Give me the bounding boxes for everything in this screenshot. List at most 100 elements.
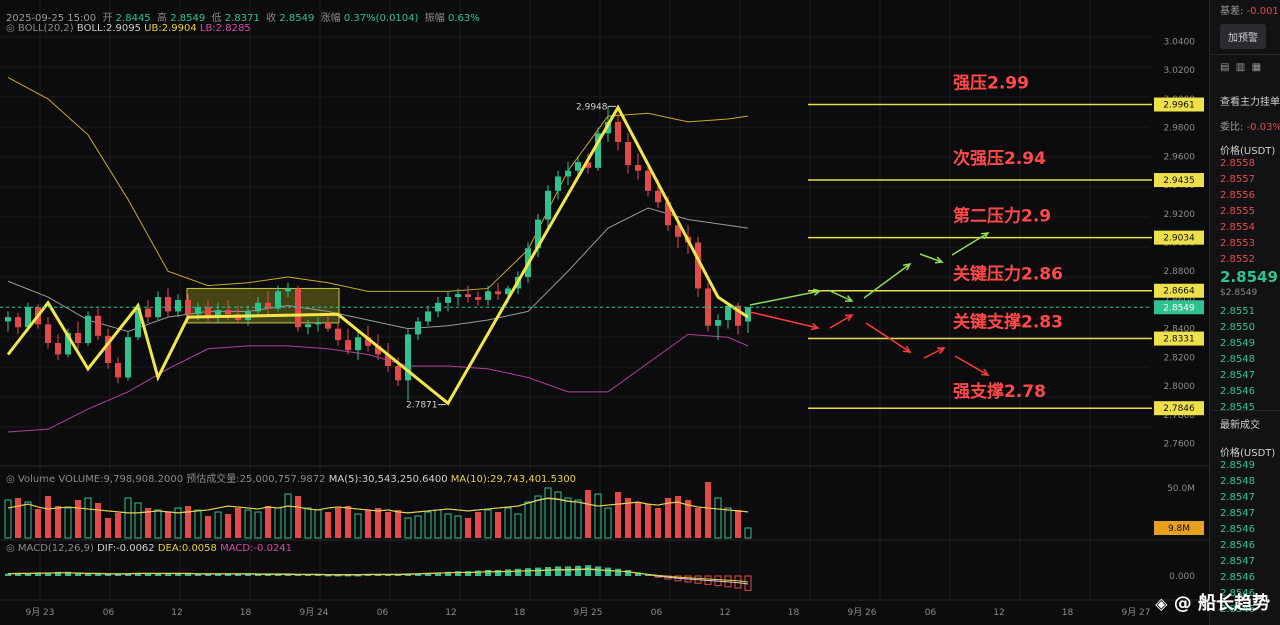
volume-bar [325,512,331,538]
macd-histogram-bar [155,573,161,576]
volume-bar [685,500,691,538]
macd-histogram-bar [255,574,261,576]
level-price-tag-text: 2.7846 [1163,404,1195,414]
macd-histogram-bar [435,572,441,576]
volume-bar [295,496,301,538]
volume-bar [4,499,12,539]
orderbook-price[interactable]: 2.8557 [1220,174,1255,185]
orderbook-price[interactable]: 2.8547 [1220,508,1255,519]
macd-histogram-bar [195,573,201,576]
candle-body [45,324,51,344]
watermark-text: 船长趋势 [1198,593,1270,614]
volume-bar [705,482,711,538]
boll-ub-value: UB:2.9904 [144,23,197,34]
volume-bar [585,490,591,538]
volume-bar [504,507,512,539]
macd-histogram-bar [35,572,41,576]
volume-bar [35,509,41,538]
boll-upper-line [7,76,749,292]
volume-bar [465,518,471,538]
orderbook-price[interactable]: 2.8547 [1220,370,1255,381]
macd-histogram-bar [475,570,481,576]
volume-bar [744,527,752,539]
orderbook-price[interactable]: 2.8552 [1220,254,1255,265]
chart-canvas[interactable]: 3.04003.02003.00002.98002.96002.94002.92… [0,0,1209,625]
volume-bar [174,507,182,539]
orderbook-price[interactable]: 2.8546 [1220,572,1255,583]
candle-body [25,307,31,328]
boll-label: BOLL(20,2) [17,23,74,34]
layout-icons[interactable]: ▤ ▥ ▦ [1220,62,1262,73]
volume-bar [604,507,612,539]
orderbook-price[interactable]: 2.8555 [1220,206,1255,217]
orderbook-price[interactable]: 2.8547 [1220,556,1255,567]
orderbook-price[interactable]: 2.8547 [1220,492,1255,503]
volume-bar [15,498,21,538]
candle-body [125,337,131,378]
candle-body [455,294,461,298]
volume-bar [514,513,522,539]
orderbook-price[interactable]: 2.8546 [1220,604,1255,615]
orderbook-price[interactable]: 2.8549 [1220,338,1255,349]
orderbook-price[interactable]: 2.8549 [1220,460,1255,471]
bear-arrow [829,314,853,329]
level-annotation: 强支撑2.78 [953,381,1046,402]
trend-zigzag-line [6,104,749,406]
candle-body [205,307,211,318]
volume-bar [225,514,231,538]
volume-bar [544,487,552,539]
orderbook-price[interactable]: 2.8548 [1220,354,1255,365]
orderbook-price[interactable]: 2.8545 [1220,402,1255,413]
volume-bar [554,491,562,539]
macd-histogram-bar [565,566,571,576]
price-tick-label: 2.9600 [1164,152,1196,162]
orderbook-price[interactable]: 2.8551 [1220,306,1255,317]
candle-body [465,294,471,298]
macd-histogram-bar [205,573,211,576]
macd-histogram-bar [175,573,181,576]
orderbook-price[interactable]: 2.8546 [1220,540,1255,551]
latest-trades-title[interactable]: 最新成交 [1220,420,1260,431]
orderbook-price[interactable]: 2.8546 [1220,588,1255,599]
macd-histogram-bar [455,571,461,576]
volume-bar [345,506,351,538]
orderbook-price[interactable]: 2.8558 [1220,158,1255,169]
bear-arrow [923,347,945,359]
orderbook-price[interactable]: 2.8553 [1220,238,1255,249]
volume-bar [134,502,142,539]
ratio-label: 委比: [1220,122,1244,133]
candle-body [585,162,591,168]
price-tick-label: 2.7600 [1164,440,1196,450]
last-price: 2.8549 [1220,268,1278,286]
orderbook-price[interactable]: 2.8556 [1220,190,1255,201]
candle-body [655,190,661,203]
orderbook-price[interactable]: 2.8546 [1220,386,1255,397]
add-alert-button[interactable]: 加预警 [1220,24,1266,49]
volume-ma10-value: MA(10):29,743,401.5300 [450,474,577,485]
eye-icon[interactable]: ◎ [6,23,15,34]
macd-histogram-bar [415,573,421,576]
volume-bar [454,515,462,539]
candle-body [215,309,221,318]
macd-histogram-bar [645,574,651,576]
volume-bar [354,513,362,539]
macd-histogram-bar [105,573,111,576]
macd-dea-value: DEA:0.0058 [157,543,217,554]
orderbook-price[interactable]: 2.8546 [1220,524,1255,535]
eye-icon-macd[interactable]: ◎ [6,543,15,554]
candle-body [95,315,101,336]
volume-bar [444,513,452,539]
candle-body [505,288,511,295]
macd-histogram-bar [65,571,71,576]
orderbook-price[interactable]: 2.8554 [1220,222,1255,233]
volume-bar [165,512,171,538]
orderbook-price[interactable]: 2.8550 [1220,322,1255,333]
orderbook-price[interactable]: 2.8548 [1220,476,1255,487]
macd-histogram-bar [85,573,91,576]
macd-dif-value: DIF:-0.0062 [97,543,155,554]
eye-icon-volume[interactable]: ◎ [6,474,15,485]
level-price-tag-text: 2.9034 [1163,234,1195,244]
low-label: 低 [211,13,222,24]
volume-bar [414,515,422,539]
main-order-link[interactable]: 查看主力挂单 [1220,97,1280,108]
